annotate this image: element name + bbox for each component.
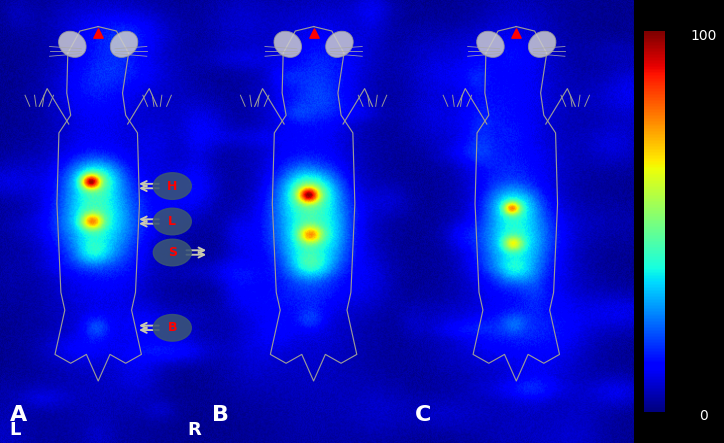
- Text: L: L: [168, 215, 177, 228]
- Ellipse shape: [476, 31, 504, 57]
- Text: C: C: [415, 405, 432, 425]
- Point: [308, 30, 319, 37]
- Text: 0: 0: [699, 409, 708, 423]
- Text: L: L: [9, 421, 21, 439]
- Text: 100: 100: [691, 29, 717, 43]
- Ellipse shape: [59, 31, 86, 57]
- Circle shape: [153, 239, 191, 266]
- Ellipse shape: [110, 31, 138, 57]
- Ellipse shape: [274, 31, 301, 57]
- Circle shape: [153, 208, 191, 235]
- Text: A: A: [9, 405, 27, 425]
- Circle shape: [153, 315, 191, 341]
- Circle shape: [153, 173, 191, 199]
- Ellipse shape: [529, 31, 556, 57]
- Text: S: S: [168, 246, 177, 259]
- Text: B: B: [167, 321, 177, 334]
- Point: [510, 30, 522, 37]
- Text: H: H: [167, 179, 177, 193]
- Point: [93, 30, 104, 37]
- Ellipse shape: [326, 31, 353, 57]
- Text: R: R: [187, 421, 201, 439]
- Text: B: B: [212, 405, 230, 425]
